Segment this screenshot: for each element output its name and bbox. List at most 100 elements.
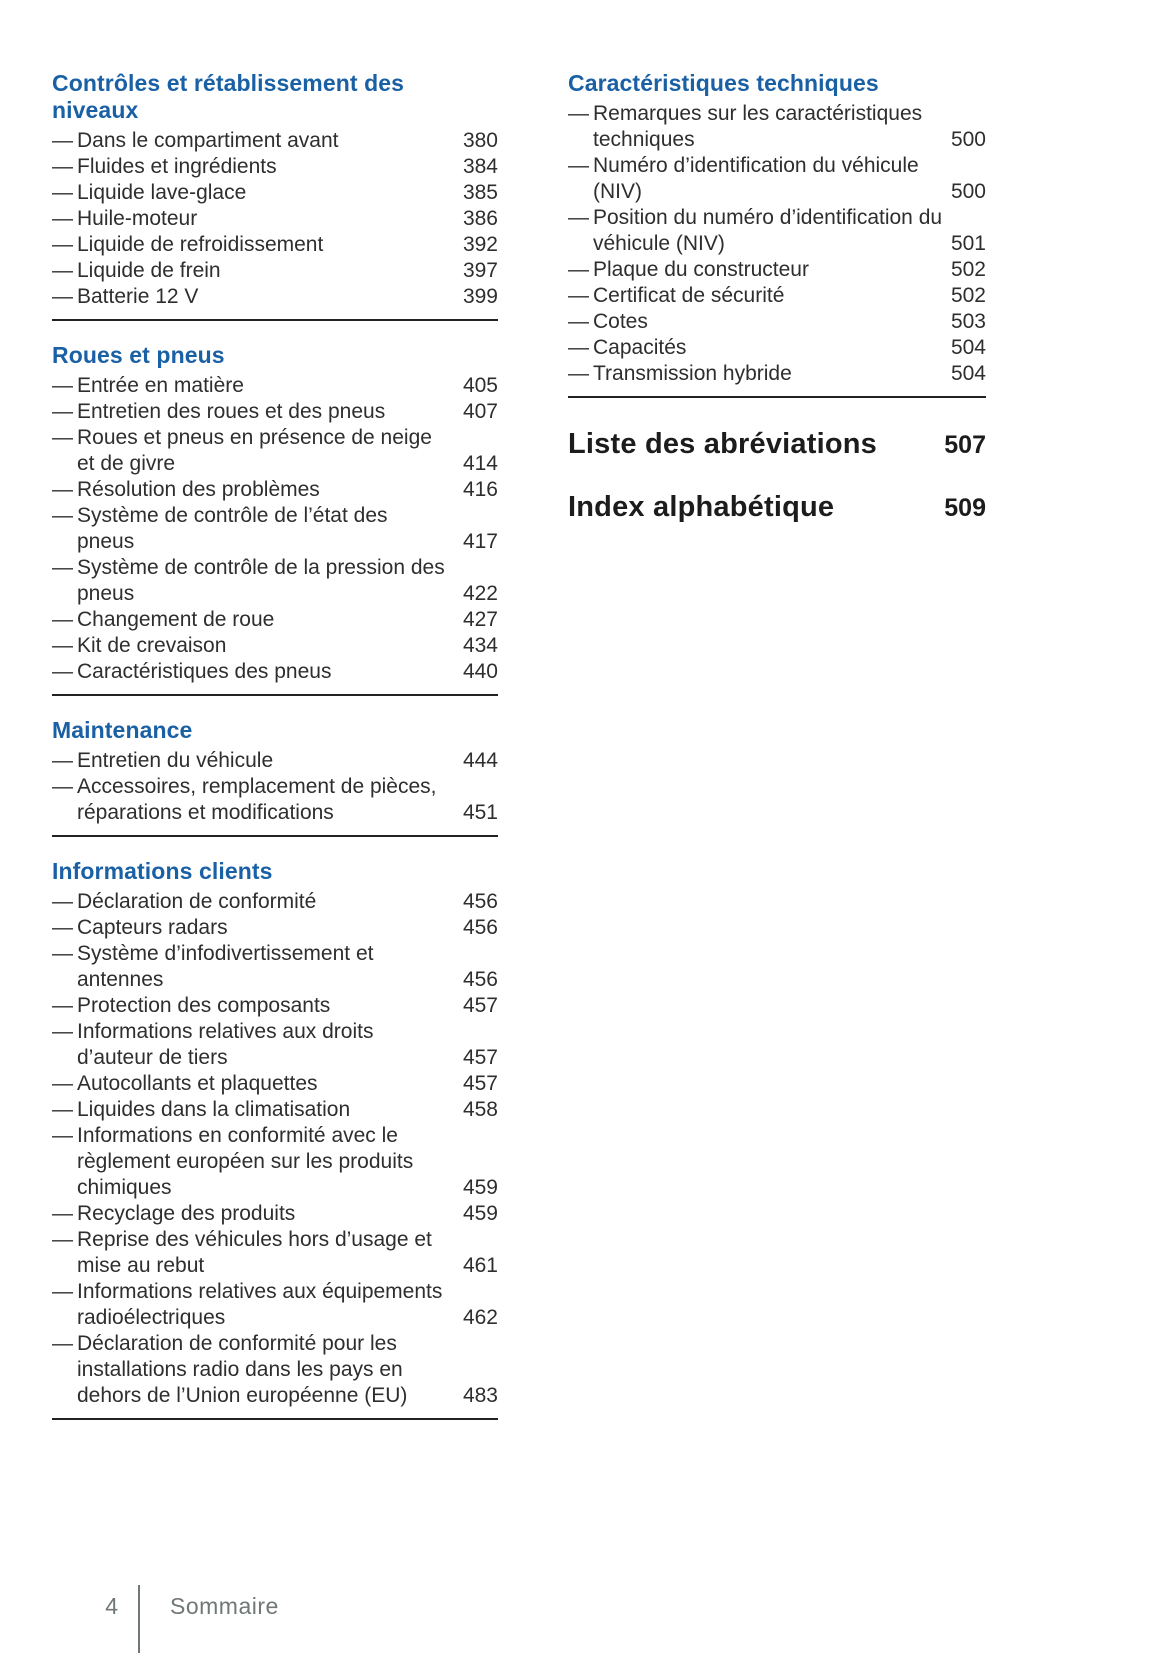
toc-top-level-page-number: 507 — [944, 431, 986, 459]
dash-icon: — — [568, 154, 589, 177]
toc-top-level-entry[interactable]: Liste des abréviations 507 — [568, 428, 986, 461]
toc-entry-text: Recyclage des produits — [77, 1202, 296, 1225]
toc-entry[interactable]: — Informations en conformité avec le règl… — [52, 1123, 498, 1201]
dash-icon: — — [52, 1124, 73, 1147]
toc-entry-label: — Protection des composants — [52, 993, 498, 1019]
toc-entry[interactable]: — Huile-moteur 386 — [52, 206, 498, 232]
toc-entry-page-number: 380 — [462, 129, 498, 152]
toc-entry[interactable]: — Entretien des roues et des pneus 407 — [52, 399, 498, 425]
toc-entry[interactable]: — Protection des composants 457 — [52, 993, 498, 1019]
toc-entry[interactable]: — Entretien du véhicule 444 — [52, 748, 498, 774]
toc-entry[interactable]: — Recyclage des produits 459 — [52, 1201, 498, 1227]
toc-entry[interactable]: — Capteurs radars 456 — [52, 915, 498, 941]
toc-entry[interactable]: — Résolution des problèmes 416 — [52, 477, 498, 503]
toc-entry-page-number: 397 — [462, 259, 498, 282]
dash-icon: — — [568, 310, 589, 333]
dash-icon: — — [52, 634, 73, 657]
toc-entry[interactable]: — Système d’infodivertissement et antenne… — [52, 941, 498, 993]
toc-entry-label: — Caractéristiques des pneus — [52, 659, 498, 685]
toc-entry-text: Déclaration de conformité pour les insta… — [77, 1332, 408, 1407]
toc-entry-text: Informations relatives aux droits d’aute… — [77, 1020, 374, 1069]
toc-entry-label: — Système de contrôle de l’état des pneus — [52, 503, 498, 555]
toc-entry[interactable]: — Informations relatives aux équipements … — [52, 1279, 498, 1331]
toc-entry[interactable]: — Dans le compartiment avant 380 — [52, 128, 498, 154]
dash-icon: — — [52, 916, 73, 939]
dash-icon: — — [52, 1020, 73, 1043]
toc-entry[interactable]: — Kit de crevaison 434 — [52, 633, 498, 659]
toc-entry-page-number: 456 — [462, 968, 498, 991]
toc-entry[interactable]: — Changement de roue 427 — [52, 607, 498, 633]
toc-entry-text: Numéro d’identification du véhicule (NIV… — [593, 154, 919, 203]
toc-entry-page-number: 504 — [950, 362, 986, 385]
toc-entry[interactable]: — Entrée en matière 405 — [52, 373, 498, 399]
toc-entry[interactable]: — Liquide de refroidissement 392 — [52, 232, 498, 258]
dash-icon: — — [52, 259, 73, 282]
toc-entry-label: — Capteurs radars — [52, 915, 498, 941]
toc-entry[interactable]: — Position du numéro d’identification du … — [568, 205, 986, 257]
toc-entry[interactable]: — Remarques sur les caractéristiques tech… — [568, 101, 986, 153]
toc-entry[interactable]: — Liquide lave-glace 385 — [52, 180, 498, 206]
toc-entry-page-number: 483 — [462, 1384, 498, 1407]
toc-entry-label: — Déclaration de conformité — [52, 889, 498, 915]
toc-entry-label: — Changement de roue — [52, 607, 498, 633]
toc-entry[interactable]: — Plaque du constructeur 502 — [568, 257, 986, 283]
toc-entry-label: — Kit de crevaison — [52, 633, 498, 659]
toc-entry-page-number: 502 — [950, 284, 986, 307]
dash-icon: — — [568, 336, 589, 359]
toc-section: Maintenance — Entretien du véhicule 444— Acc… — [52, 717, 498, 837]
dash-icon: — — [52, 1280, 73, 1303]
toc-entry-text: Déclaration de conformité — [77, 890, 317, 913]
footer-section-label: Sommaire — [170, 1593, 279, 1619]
toc-entry[interactable]: — Reprise des véhicules hors d’usage et m… — [52, 1227, 498, 1279]
toc-entry[interactable]: — Autocollants et plaquettes 457 — [52, 1071, 498, 1097]
toc-entry-page-number: 434 — [462, 634, 498, 657]
toc-entry-text: Liquide de refroidissement — [77, 233, 324, 256]
toc-entry[interactable]: — Système de contrôle de la pression des … — [52, 555, 498, 607]
toc-entry-label: — Informations relatives aux équipements … — [52, 1279, 498, 1331]
toc-entry-text: Changement de roue — [77, 608, 275, 631]
toc-entry[interactable]: — Système de contrôle de l’état des pneus… — [52, 503, 498, 555]
toc-entry-label: — Liquide lave-glace — [52, 180, 498, 206]
toc-entry[interactable]: — Liquides dans la climatisation 458 — [52, 1097, 498, 1123]
dash-icon: — — [52, 608, 73, 631]
toc-entry-text: Dans le compartiment avant — [77, 129, 339, 152]
toc-entry[interactable]: — Transmission hybride 504 — [568, 361, 986, 387]
toc-entry-label: — Reprise des véhicules hors d’usage et m… — [52, 1227, 498, 1279]
toc-entry[interactable]: — Déclaration de conformité 456 — [52, 889, 498, 915]
toc-top-level-entry[interactable]: Index alphabétique 509 — [568, 491, 986, 524]
toc-entry-page-number: 392 — [462, 233, 498, 256]
toc-entry[interactable]: — Informations relatives aux droits d’aut… — [52, 1019, 498, 1071]
dash-icon: — — [52, 285, 73, 308]
toc-entry-text: Batterie 12 V — [77, 285, 199, 308]
toc-entry-label: — Entretien du véhicule — [52, 748, 498, 774]
toc-entry-page-number: 500 — [950, 180, 986, 203]
toc-section: Contrôles et rétablissement des niveaux —… — [52, 70, 498, 321]
toc-section: Caractéristiques techniques — Remarques su… — [568, 70, 986, 398]
toc-entry-text: Liquide de frein — [77, 259, 221, 282]
toc-entry[interactable]: — Accessoires, remplacement de pièces, ré… — [52, 774, 498, 826]
dash-icon: — — [52, 504, 73, 527]
toc-entry-page-number: 456 — [462, 916, 498, 939]
toc-entry[interactable]: — Numéro d’identification du véhicule (NI… — [568, 153, 986, 205]
toc-entry[interactable]: — Certificat de sécurité 502 — [568, 283, 986, 309]
toc-entry[interactable]: — Liquide de frein 397 — [52, 258, 498, 284]
toc-entry-label: — Liquides dans la climatisation — [52, 1097, 498, 1123]
toc-entry-page-number: 427 — [462, 608, 498, 631]
dash-icon: — — [568, 206, 589, 229]
toc-entry-text: Informations relatives aux équipements r… — [77, 1280, 443, 1329]
dash-icon: — — [52, 1202, 73, 1225]
toc-entry-text: Position du numéro d’identification du v… — [593, 206, 943, 255]
toc-entry-label: — Numéro d’identification du véhicule (NI… — [568, 153, 986, 205]
toc-entry[interactable]: — Roues et pneus en présence de neige et … — [52, 425, 498, 477]
toc-entry[interactable]: — Cotes 503 — [568, 309, 986, 335]
toc-entry[interactable]: — Déclaration de conformité pour les inst… — [52, 1331, 498, 1409]
dash-icon: — — [52, 556, 73, 579]
toc-entry-text: Informations en conformité avec le règle… — [77, 1124, 414, 1199]
toc-entry-label: — Informations en conformité avec le règl… — [52, 1123, 498, 1201]
toc-entry[interactable]: — Fluides et ingrédients 384 — [52, 154, 498, 180]
toc-entry[interactable]: — Batterie 12 V 399 — [52, 284, 498, 310]
toc-entry[interactable]: — Capacités 504 — [568, 335, 986, 361]
toc-entry[interactable]: — Caractéristiques des pneus 440 — [52, 659, 498, 685]
toc-entry-text: Liquide lave-glace — [77, 181, 247, 204]
toc-entry-text: Remarques sur les caractéristiques techn… — [593, 102, 923, 151]
